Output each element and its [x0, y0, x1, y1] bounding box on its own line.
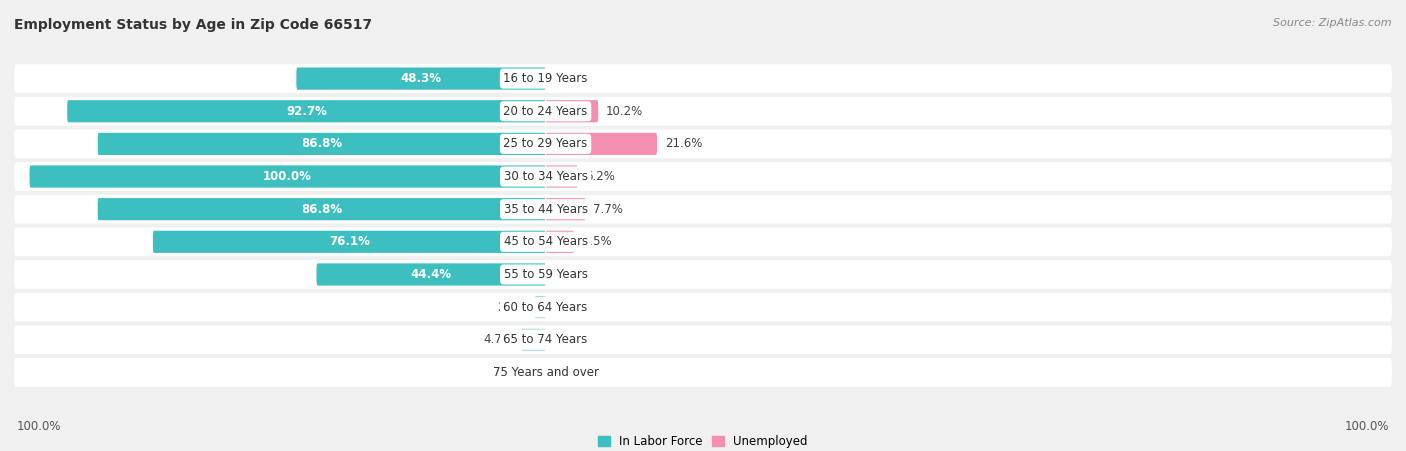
Text: 2.1%: 2.1% — [498, 301, 527, 313]
Text: 7.7%: 7.7% — [593, 202, 623, 216]
Text: Source: ZipAtlas.com: Source: ZipAtlas.com — [1274, 18, 1392, 28]
Text: 21.6%: 21.6% — [665, 138, 702, 150]
Text: 6.2%: 6.2% — [585, 170, 616, 183]
Text: 10.2%: 10.2% — [606, 105, 643, 118]
Text: 20 to 24 Years: 20 to 24 Years — [503, 105, 588, 118]
FancyBboxPatch shape — [97, 133, 546, 155]
Text: 60 to 64 Years: 60 to 64 Years — [503, 301, 588, 313]
Text: 5.5%: 5.5% — [582, 235, 612, 249]
Text: 0.0%: 0.0% — [555, 72, 585, 85]
FancyBboxPatch shape — [14, 195, 1392, 224]
Text: 65 to 74 Years: 65 to 74 Years — [503, 333, 588, 346]
FancyBboxPatch shape — [14, 64, 1392, 93]
Text: 16 to 19 Years: 16 to 19 Years — [503, 72, 588, 85]
FancyBboxPatch shape — [522, 329, 546, 351]
FancyBboxPatch shape — [30, 166, 546, 188]
Text: Employment Status by Age in Zip Code 66517: Employment Status by Age in Zip Code 665… — [14, 18, 373, 32]
Text: 0.0%: 0.0% — [555, 333, 585, 346]
Text: 0.0%: 0.0% — [506, 366, 536, 379]
FancyBboxPatch shape — [14, 129, 1392, 158]
Text: 25 to 29 Years: 25 to 29 Years — [503, 138, 588, 150]
Text: 100.0%: 100.0% — [17, 420, 62, 433]
Legend: In Labor Force, Unemployed: In Labor Force, Unemployed — [593, 430, 813, 451]
FancyBboxPatch shape — [546, 166, 578, 188]
FancyBboxPatch shape — [546, 198, 585, 220]
FancyBboxPatch shape — [67, 100, 546, 122]
Text: 92.7%: 92.7% — [285, 105, 326, 118]
Text: 35 to 44 Years: 35 to 44 Years — [503, 202, 588, 216]
FancyBboxPatch shape — [546, 100, 598, 122]
FancyBboxPatch shape — [14, 358, 1392, 387]
FancyBboxPatch shape — [546, 133, 657, 155]
FancyBboxPatch shape — [153, 231, 546, 253]
FancyBboxPatch shape — [546, 231, 574, 253]
FancyBboxPatch shape — [14, 293, 1392, 322]
Text: 100.0%: 100.0% — [1344, 420, 1389, 433]
Text: 45 to 54 Years: 45 to 54 Years — [503, 235, 588, 249]
Text: 100.0%: 100.0% — [263, 170, 312, 183]
Text: 0.0%: 0.0% — [555, 301, 585, 313]
Text: 75 Years and over: 75 Years and over — [492, 366, 599, 379]
Text: 48.3%: 48.3% — [401, 72, 441, 85]
Text: 0.0%: 0.0% — [555, 268, 585, 281]
Text: 30 to 34 Years: 30 to 34 Years — [503, 170, 588, 183]
FancyBboxPatch shape — [14, 162, 1392, 191]
FancyBboxPatch shape — [14, 97, 1392, 126]
FancyBboxPatch shape — [316, 263, 546, 285]
Text: 86.8%: 86.8% — [301, 138, 342, 150]
FancyBboxPatch shape — [97, 198, 546, 220]
Text: 0.0%: 0.0% — [555, 366, 585, 379]
FancyBboxPatch shape — [14, 227, 1392, 256]
FancyBboxPatch shape — [297, 68, 546, 90]
Text: 4.7%: 4.7% — [484, 333, 513, 346]
FancyBboxPatch shape — [14, 325, 1392, 354]
Text: 86.8%: 86.8% — [301, 202, 342, 216]
Text: 76.1%: 76.1% — [329, 235, 370, 249]
FancyBboxPatch shape — [14, 260, 1392, 289]
Text: 55 to 59 Years: 55 to 59 Years — [503, 268, 588, 281]
Text: 44.4%: 44.4% — [411, 268, 451, 281]
FancyBboxPatch shape — [534, 296, 546, 318]
